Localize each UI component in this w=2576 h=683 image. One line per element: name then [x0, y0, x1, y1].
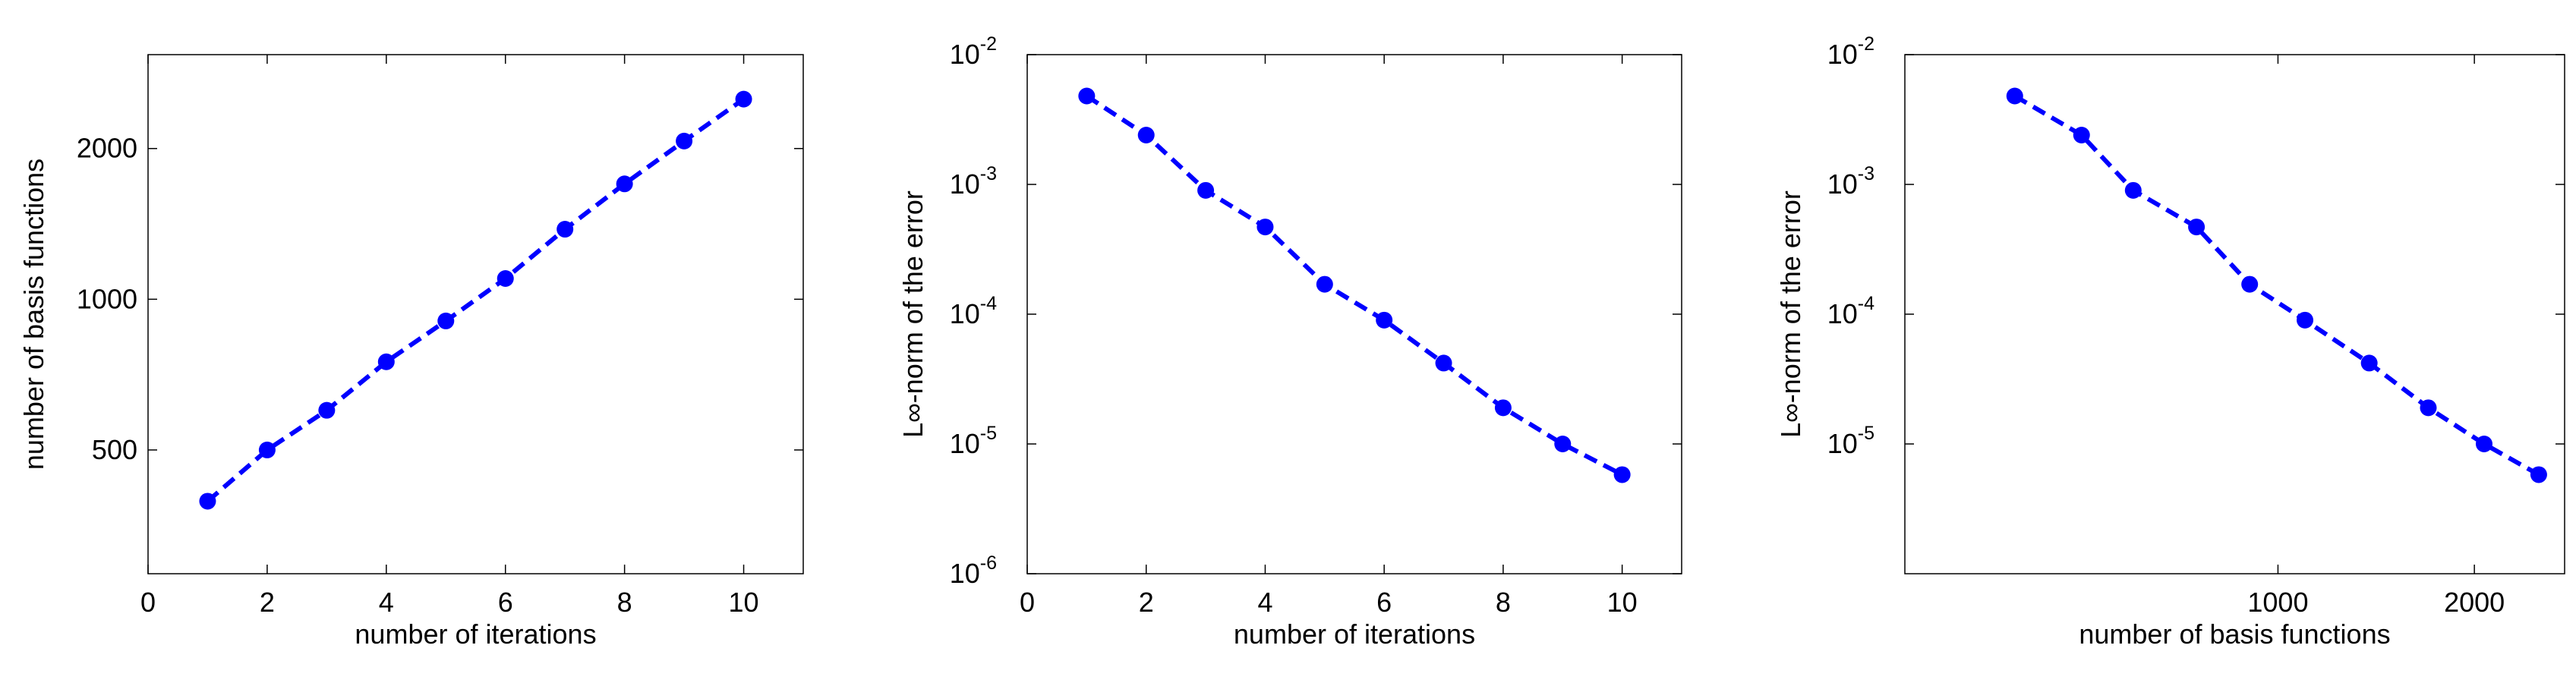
data-point — [2188, 219, 2206, 236]
y-tick-label: 10-6 — [950, 552, 997, 589]
y-tick-label: 10-3 — [950, 163, 997, 200]
plot-frame — [147, 54, 804, 574]
x-tick-label: 10 — [729, 587, 759, 618]
data-point — [1376, 311, 1393, 329]
data-point — [1256, 219, 1274, 236]
x-tick-label: 2000 — [2444, 587, 2505, 618]
y-axis-label: L∞-norm of the error — [897, 190, 929, 438]
y-tick-label-exp: -4 — [980, 293, 997, 314]
x-tick-label: 0 — [140, 587, 156, 618]
y-axis-label: number of basis functions — [18, 159, 49, 470]
plot-frame — [1026, 54, 1682, 574]
data-point — [735, 90, 752, 108]
y-tick-label-exp: -2 — [980, 33, 997, 55]
data-point — [1197, 181, 1215, 199]
y-tick-label-base: 10 — [1827, 428, 1858, 459]
y-axis-label: L∞-norm of the error — [1775, 190, 1806, 438]
y-tick-label: 10-5 — [950, 423, 997, 459]
data-point — [497, 270, 514, 288]
x-tick-label: 0 — [1020, 587, 1035, 618]
data-point — [2006, 87, 2023, 105]
data-point — [2530, 466, 2547, 483]
y-tick-label-base: 10 — [950, 428, 980, 459]
data-point — [1316, 275, 1333, 293]
x-axis-label: number of iterations — [355, 618, 596, 650]
x-tick-label: 1000 — [2247, 587, 2308, 618]
y-tick-label: 10-5 — [1827, 423, 1874, 459]
data-point — [1435, 354, 1452, 372]
data-line — [1085, 94, 1624, 477]
x-tick-label: 2 — [1139, 587, 1154, 618]
y-tick-label-base: 10 — [950, 39, 980, 70]
data-point — [2360, 354, 2378, 372]
y-tick-label-base: 10 — [950, 168, 980, 200]
y-tick-label-exp: -4 — [1858, 293, 1874, 314]
y-tick-label-exp: -6 — [980, 552, 997, 574]
y-tick-label-exp: -3 — [980, 163, 997, 184]
y-tick-label: 10-4 — [950, 293, 997, 329]
x-tick-label: 8 — [617, 587, 632, 618]
data-point — [2124, 181, 2142, 199]
data-point — [2475, 436, 2492, 452]
data-point — [199, 493, 216, 510]
data-point — [2297, 311, 2314, 329]
y-tick-label-base: 10 — [950, 298, 980, 329]
data-point — [1613, 466, 1631, 483]
data-point — [616, 175, 633, 193]
y-tick-label-exp: -3 — [1858, 163, 1874, 184]
data-line — [2013, 93, 2540, 477]
data-point — [258, 441, 276, 458]
y-tick-label: 10-4 — [1827, 293, 1874, 329]
y-tick-label: 2000 — [77, 133, 137, 164]
y-tick-label: 1000 — [77, 283, 137, 314]
x-tick-label: 2 — [260, 587, 275, 618]
y-tick-label-base: 10 — [950, 558, 980, 589]
data-point — [2420, 399, 2437, 417]
data-point — [318, 401, 336, 419]
y-tick-label-base: 10 — [1827, 168, 1858, 200]
plot-frame — [1904, 54, 2565, 574]
x-tick-label: 8 — [1496, 587, 1511, 618]
y-tick-label: 10-2 — [950, 33, 997, 70]
data-point — [1494, 399, 1512, 417]
y-tick-label: 500 — [92, 434, 137, 465]
y-tick-label: 10-3 — [1827, 163, 1874, 200]
data-point — [676, 132, 693, 150]
data-point — [437, 312, 455, 329]
data-line — [206, 97, 746, 503]
data-point — [1078, 87, 1096, 105]
y-tick-label-exp: -2 — [1858, 33, 1874, 55]
x-tick-label: 4 — [1257, 587, 1272, 618]
x-axis-label: number of iterations — [1234, 618, 1475, 650]
data-point — [557, 221, 574, 238]
x-axis-label: number of basis functions — [2079, 618, 2390, 650]
data-point — [377, 353, 395, 370]
x-tick-label: 6 — [498, 587, 513, 618]
y-tick-label-base: 10 — [1827, 298, 1858, 329]
x-tick-label: 10 — [1607, 587, 1638, 618]
data-point — [2073, 126, 2090, 143]
data-point — [2241, 275, 2259, 293]
y-tick-label-base: 10 — [1827, 39, 1858, 70]
y-tick-label-exp: -5 — [980, 423, 997, 444]
data-point — [1554, 436, 1572, 452]
y-tick-label-exp: -5 — [1858, 423, 1874, 444]
x-tick-label: 4 — [379, 587, 394, 618]
y-tick-label: 10-2 — [1827, 33, 1874, 70]
x-tick-label: 6 — [1376, 587, 1392, 618]
data-point — [1137, 126, 1155, 143]
